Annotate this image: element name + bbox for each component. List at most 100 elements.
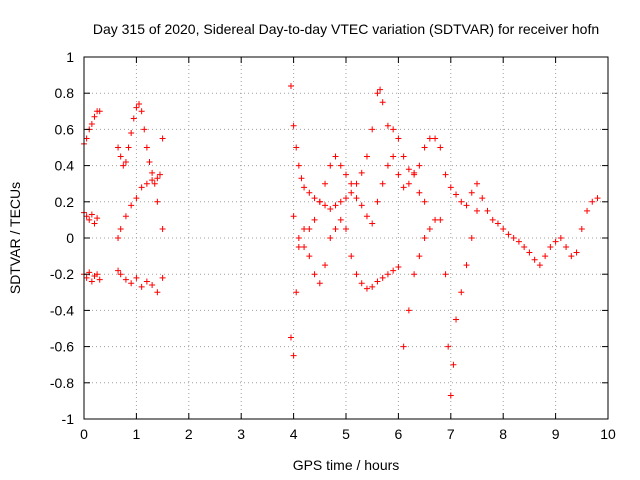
data-point (156, 171, 163, 178)
data-point (426, 135, 433, 142)
data-point (154, 289, 161, 296)
data-point (363, 285, 370, 292)
data-point (468, 235, 475, 241)
data-point (474, 207, 480, 214)
data-point (348, 253, 355, 260)
data-point (363, 153, 370, 160)
data-point (384, 162, 391, 169)
x-tick-label: 9 (552, 426, 560, 442)
series-1 (115, 101, 166, 296)
data-point (322, 180, 329, 187)
data-point (563, 244, 570, 251)
data-point (117, 271, 124, 278)
data-point (542, 253, 549, 260)
data-point (146, 158, 153, 165)
data-point (86, 216, 93, 223)
data-point (141, 126, 148, 133)
data-point (128, 280, 135, 287)
data-point (120, 162, 127, 169)
data-point (133, 274, 140, 281)
data-point (390, 267, 397, 274)
data-point (484, 207, 491, 214)
data-point (405, 180, 412, 187)
data-point (327, 206, 334, 213)
x-tick-label: 2 (185, 426, 193, 442)
data-point (568, 253, 575, 260)
data-point (133, 104, 140, 111)
x-tick-label: 3 (237, 426, 245, 442)
data-point (547, 244, 554, 251)
data-point (143, 144, 150, 151)
data-point (584, 207, 591, 214)
data-point (122, 276, 129, 283)
y-tick-label: -0.6 (50, 339, 74, 355)
data-points (81, 82, 601, 399)
data-point (290, 213, 297, 220)
data-point (411, 271, 418, 278)
data-point (91, 220, 98, 227)
data-point (445, 343, 452, 350)
data-point (332, 225, 339, 232)
data-point (337, 198, 344, 205)
data-point (505, 231, 512, 238)
data-point (94, 271, 101, 278)
data-point (287, 82, 294, 89)
data-point (151, 180, 158, 187)
data-point (416, 162, 423, 169)
data-point (96, 108, 103, 115)
data-point (573, 249, 580, 256)
data-point (96, 276, 103, 283)
data-point (332, 153, 339, 160)
x-tick-label: 7 (447, 426, 455, 442)
data-point (411, 171, 418, 178)
data-point (400, 184, 407, 191)
data-point (295, 162, 302, 169)
data-point (301, 244, 308, 251)
y-tick-label: 0 (66, 230, 74, 246)
data-point (458, 289, 465, 296)
data-point (552, 238, 559, 245)
data-point (400, 153, 407, 160)
data-point (88, 278, 95, 285)
data-point (358, 169, 365, 176)
x-tick-label: 0 (80, 426, 88, 442)
data-point (421, 198, 428, 205)
data-point (348, 189, 355, 196)
data-point (138, 108, 145, 115)
data-point (293, 289, 300, 296)
data-point (117, 225, 124, 232)
data-point (136, 101, 143, 108)
data-point (515, 238, 522, 245)
data-point (295, 244, 302, 251)
x-axis-label: GPS time / hours (293, 457, 400, 473)
data-point (374, 198, 381, 205)
data-point (115, 267, 122, 274)
data-point (479, 195, 486, 202)
data-point (447, 184, 454, 191)
data-point (348, 180, 355, 187)
data-point (149, 177, 156, 184)
data-point (337, 162, 344, 169)
data-point (468, 189, 475, 196)
data-point (442, 271, 449, 278)
data-point (437, 216, 444, 223)
y-tick-label: -0.4 (50, 302, 74, 318)
data-point (384, 122, 391, 129)
data-point (363, 213, 370, 220)
data-point (301, 225, 308, 232)
data-point (369, 220, 376, 227)
data-point (306, 189, 313, 196)
data-point (536, 262, 543, 269)
data-point (143, 278, 150, 285)
data-point (159, 225, 166, 232)
y-tick-label: 0.8 (55, 85, 75, 101)
data-point (88, 120, 95, 127)
data-point (337, 216, 344, 223)
data-point (463, 202, 470, 209)
data-point (128, 202, 135, 209)
data-point (353, 195, 360, 202)
data-point (432, 135, 439, 142)
grid (84, 57, 608, 419)
data-point (122, 158, 129, 165)
